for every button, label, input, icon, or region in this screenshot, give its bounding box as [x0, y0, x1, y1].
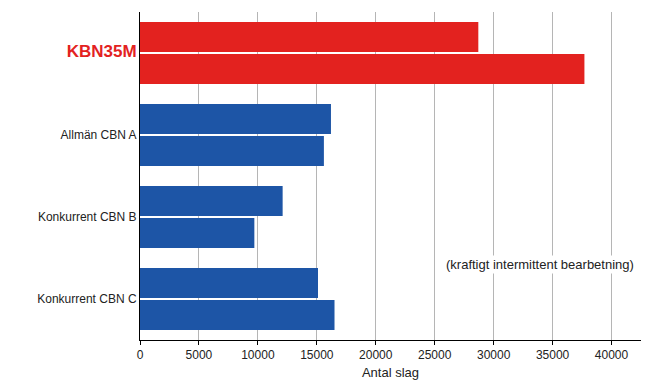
- svg-text:Antal slag: Antal slag: [362, 365, 419, 380]
- svg-text:30000: 30000: [477, 348, 511, 362]
- svg-text:35000: 35000: [536, 348, 570, 362]
- svg-text:40000: 40000: [595, 348, 629, 362]
- svg-text:(kraftigt intermittent bearbet: (kraftigt intermittent bearbetning): [446, 257, 634, 272]
- svg-text:0: 0: [137, 348, 144, 362]
- svg-text:Konkurrent CBN B: Konkurrent CBN B: [38, 210, 137, 224]
- svg-text:KBN35M: KBN35M: [67, 42, 137, 61]
- svg-text:25000: 25000: [418, 348, 452, 362]
- svg-text:Konkurrent CBN C: Konkurrent CBN C: [37, 292, 137, 306]
- svg-text:20000: 20000: [359, 348, 393, 362]
- svg-text:5000: 5000: [186, 348, 213, 362]
- svg-text:Allmän CBN A: Allmän CBN A: [61, 128, 137, 142]
- svg-text:15000: 15000: [300, 348, 334, 362]
- svg-text:10000: 10000: [241, 348, 275, 362]
